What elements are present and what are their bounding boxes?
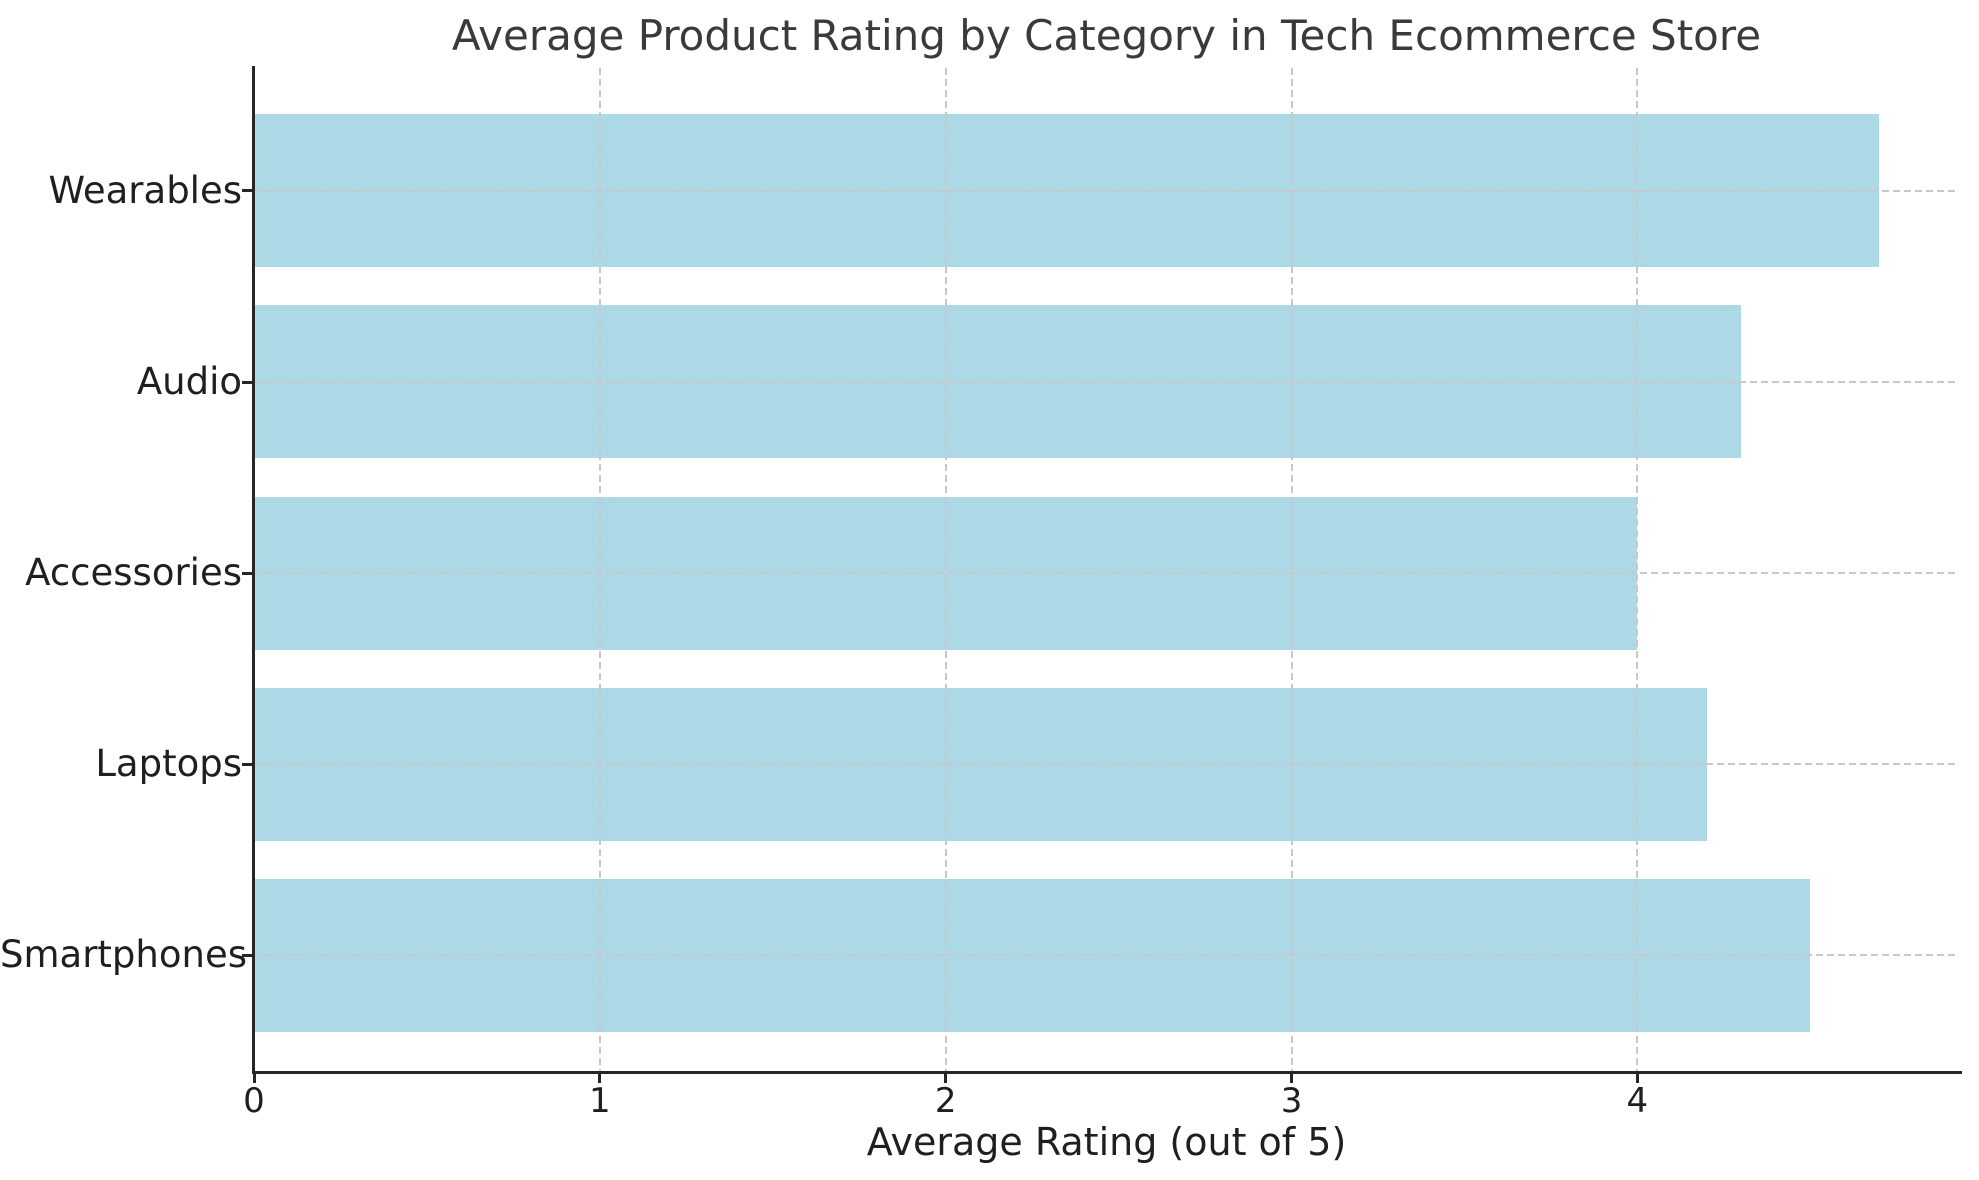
x-tick-0 — [252, 1074, 256, 1083]
x-tick-1 — [598, 1074, 602, 1083]
x-axis-label: Average Rating (out of 5) — [866, 1120, 1347, 1164]
y-tick-laptops — [242, 762, 252, 766]
category-label-smartphones: Smartphones — [0, 933, 247, 977]
chart-title: Average Product Rating by Category in Te… — [451, 11, 1762, 60]
x-tick-label-0: 0 — [243, 1081, 265, 1121]
gridline-x-3 — [1290, 68, 1293, 1072]
gridline-x-2 — [944, 68, 947, 1072]
plot-area — [254, 68, 1959, 1072]
y-tick-audio — [242, 380, 252, 384]
gridline-y-smartphones — [254, 954, 1959, 957]
x-tick-label-3: 3 — [1280, 1081, 1303, 1121]
gridline-y-laptops — [254, 763, 1959, 766]
gridline-y-wearables — [254, 189, 1959, 192]
category-label-wearables: Wearables — [48, 168, 242, 212]
x-tick-label-2: 2 — [934, 1081, 957, 1121]
category-label-laptops: Laptops — [95, 742, 242, 786]
y-tick-wearables — [242, 189, 252, 193]
gridline-x-1 — [598, 68, 601, 1072]
y-axis-spine — [252, 66, 255, 1074]
x-tick-label-4: 4 — [1626, 1081, 1649, 1121]
category-label-audio: Audio — [136, 360, 242, 403]
y-tick-accessories — [242, 571, 252, 575]
x-tick-2 — [944, 1074, 948, 1083]
x-tick-4 — [1635, 1074, 1639, 1083]
x-tick-label-1: 1 — [589, 1081, 611, 1121]
y-tick-smartphones — [242, 953, 252, 957]
category-label-accessories: Accessories — [25, 551, 242, 594]
gridline-x-4 — [1636, 68, 1639, 1072]
x-tick-3 — [1290, 1074, 1294, 1083]
x-axis-spine — [252, 1071, 1962, 1074]
gridline-y-accessories — [254, 572, 1959, 574]
gridline-y-audio — [254, 381, 1959, 383]
